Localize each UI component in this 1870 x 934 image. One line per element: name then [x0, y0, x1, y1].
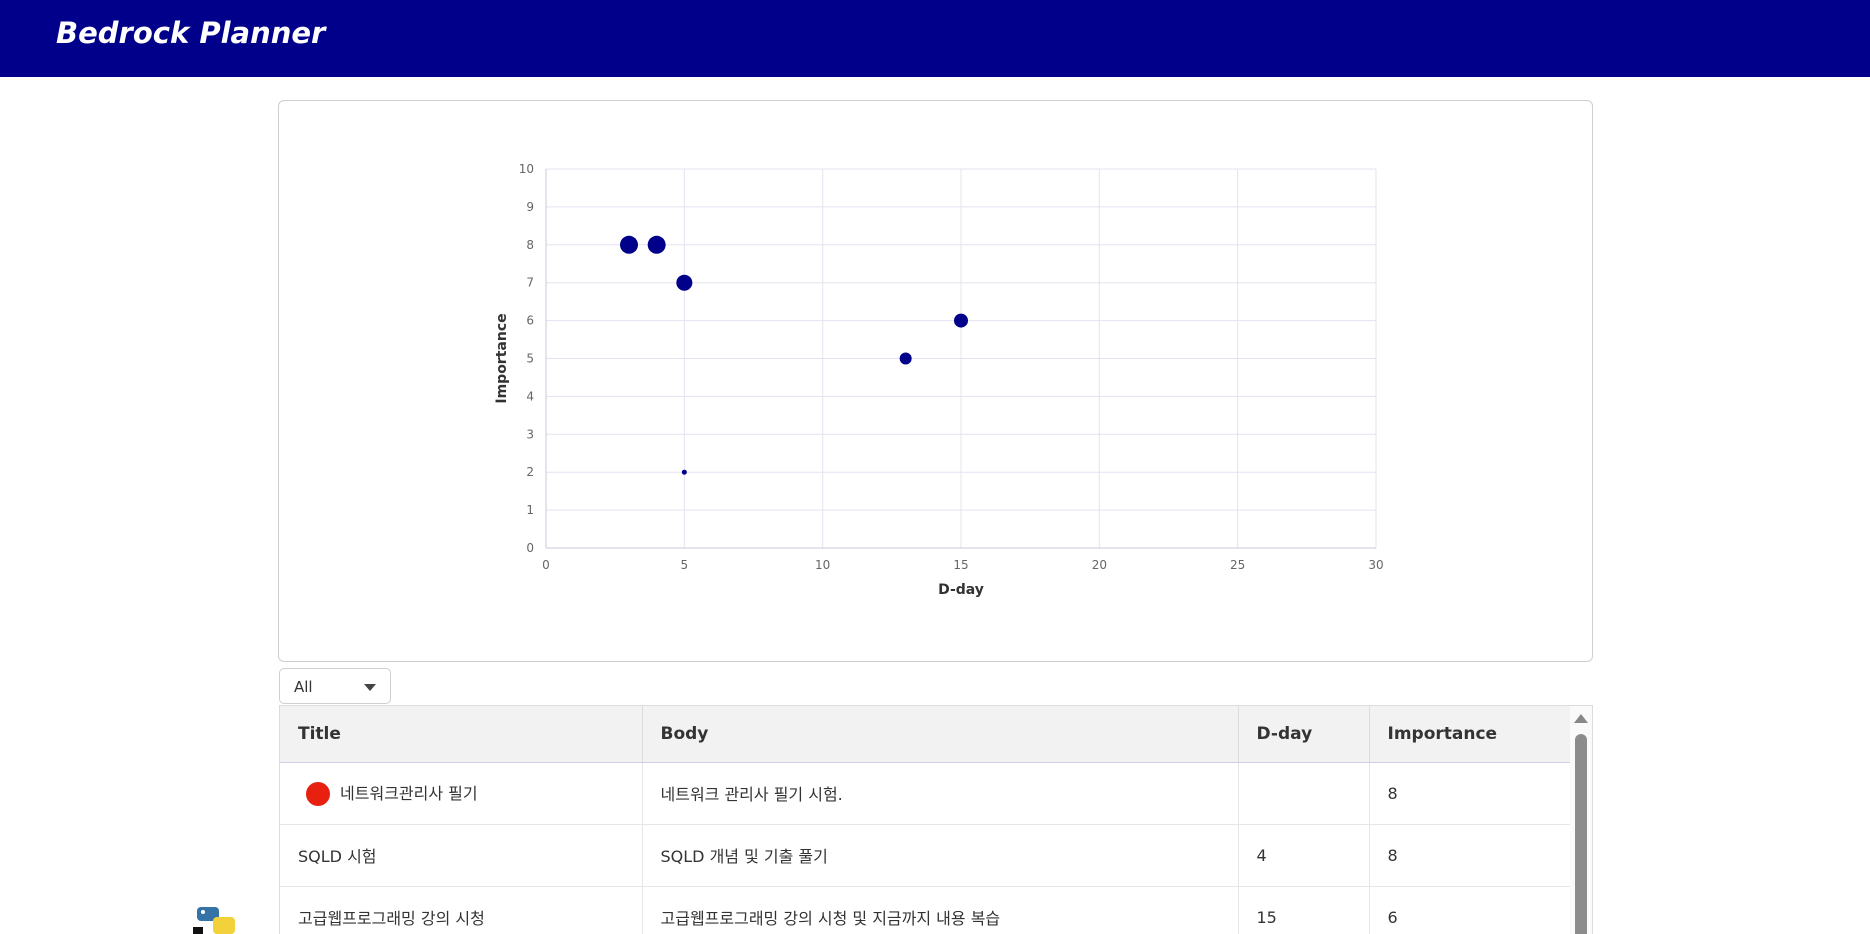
y-tick-label: 0 — [526, 541, 534, 555]
y-tick-label: 3 — [526, 427, 534, 441]
y-tick-label: 5 — [526, 352, 534, 366]
record-dot-icon — [306, 782, 330, 807]
y-tick-label: 8 — [526, 238, 534, 252]
column-header-importance[interactable]: Importance — [1369, 706, 1571, 763]
y-axis-label: Importance — [494, 313, 510, 403]
y-tick-label: 10 — [519, 162, 534, 176]
column-header-dday[interactable]: D-day — [1238, 706, 1370, 763]
x-axis-label: D-day — [938, 582, 984, 598]
cell-body[interactable]: SQLD 개념 및 기출 풀기 — [642, 824, 1239, 887]
table-scrollbar[interactable] — [1570, 706, 1592, 934]
column-header-body[interactable]: Body — [642, 706, 1239, 763]
x-tick-label: 5 — [681, 558, 689, 572]
scroll-up-icon[interactable] — [1574, 714, 1588, 723]
app-title: Bedrock Planner — [56, 16, 326, 50]
python-logo-icon — [193, 907, 235, 934]
scatter-chart: 0 5 10 15 20 25 30 0 1 2 3 4 5 6 7 8 9 10 D-day Importance — [494, 162, 1384, 598]
y-tick-label: 6 — [526, 314, 534, 328]
data-table: Title Body D-day Importance 네트워크관리사 필기 네… — [279, 705, 1593, 934]
cell-body[interactable]: 고급웹프로그래밍 강의 시청 및 지금까지 내용 복습 — [642, 886, 1239, 934]
y-tick-label: 4 — [526, 389, 534, 403]
y-tick-label: 9 — [526, 200, 534, 214]
cell-title[interactable]: 네트워크관리사 필기 — [280, 762, 643, 825]
table-row[interactable]: 고급웹프로그래밍 강의 시청 고급웹프로그래밍 강의 시청 및 지금까지 내용 … — [280, 886, 1571, 934]
data-point — [620, 235, 638, 254]
data-point — [647, 235, 666, 254]
chevron-down-icon[interactable] — [364, 684, 376, 691]
x-tick-label: 30 — [1368, 558, 1383, 572]
cell-dday[interactable]: 4 — [1238, 824, 1370, 887]
cell-dday[interactable] — [1238, 762, 1370, 825]
data-point — [676, 274, 693, 291]
x-tick-label: 20 — [1092, 558, 1107, 572]
app-header: Bedrock Planner — [0, 0, 1870, 77]
cell-body[interactable]: 네트워크 관리사 필기 시험. — [642, 762, 1239, 825]
x-tick-label: 25 — [1230, 558, 1245, 572]
y-tick-label: 2 — [526, 465, 534, 479]
table-row[interactable]: SQLD 시험 SQLD 개념 및 기출 풀기 4 8 — [280, 824, 1571, 887]
x-tick-label: 15 — [953, 558, 968, 572]
cell-title[interactable]: 고급웹프로그래밍 강의 시청 — [280, 886, 643, 934]
x-tick-label: 10 — [815, 558, 830, 572]
column-header-title[interactable]: Title — [280, 706, 643, 763]
data-point — [899, 352, 912, 365]
filter-dropdown-value: All — [294, 678, 313, 696]
chart-card: 0 5 10 15 20 25 30 0 1 2 3 4 5 6 7 8 9 10 D-day Importance — [278, 100, 1593, 662]
cell-importance[interactable]: 6 — [1369, 886, 1571, 934]
data-point — [954, 313, 968, 328]
table-row[interactable]: 네트워크관리사 필기 네트워크 관리사 필기 시험. 8 — [280, 762, 1571, 825]
table-header-row: Title Body D-day Importance — [280, 706, 1571, 763]
y-tick-label: 7 — [526, 276, 534, 290]
scroll-thumb[interactable] — [1575, 734, 1587, 934]
filter-dropdown[interactable]: All — [279, 668, 391, 704]
x-tick-label: 0 — [542, 558, 550, 572]
y-tick-label: 1 — [526, 503, 534, 517]
cell-title[interactable]: SQLD 시험 — [280, 824, 643, 887]
cell-importance[interactable]: 8 — [1369, 762, 1571, 825]
cell-dday[interactable]: 15 — [1238, 886, 1370, 934]
data-point — [681, 469, 687, 475]
cell-importance[interactable]: 8 — [1369, 824, 1571, 887]
